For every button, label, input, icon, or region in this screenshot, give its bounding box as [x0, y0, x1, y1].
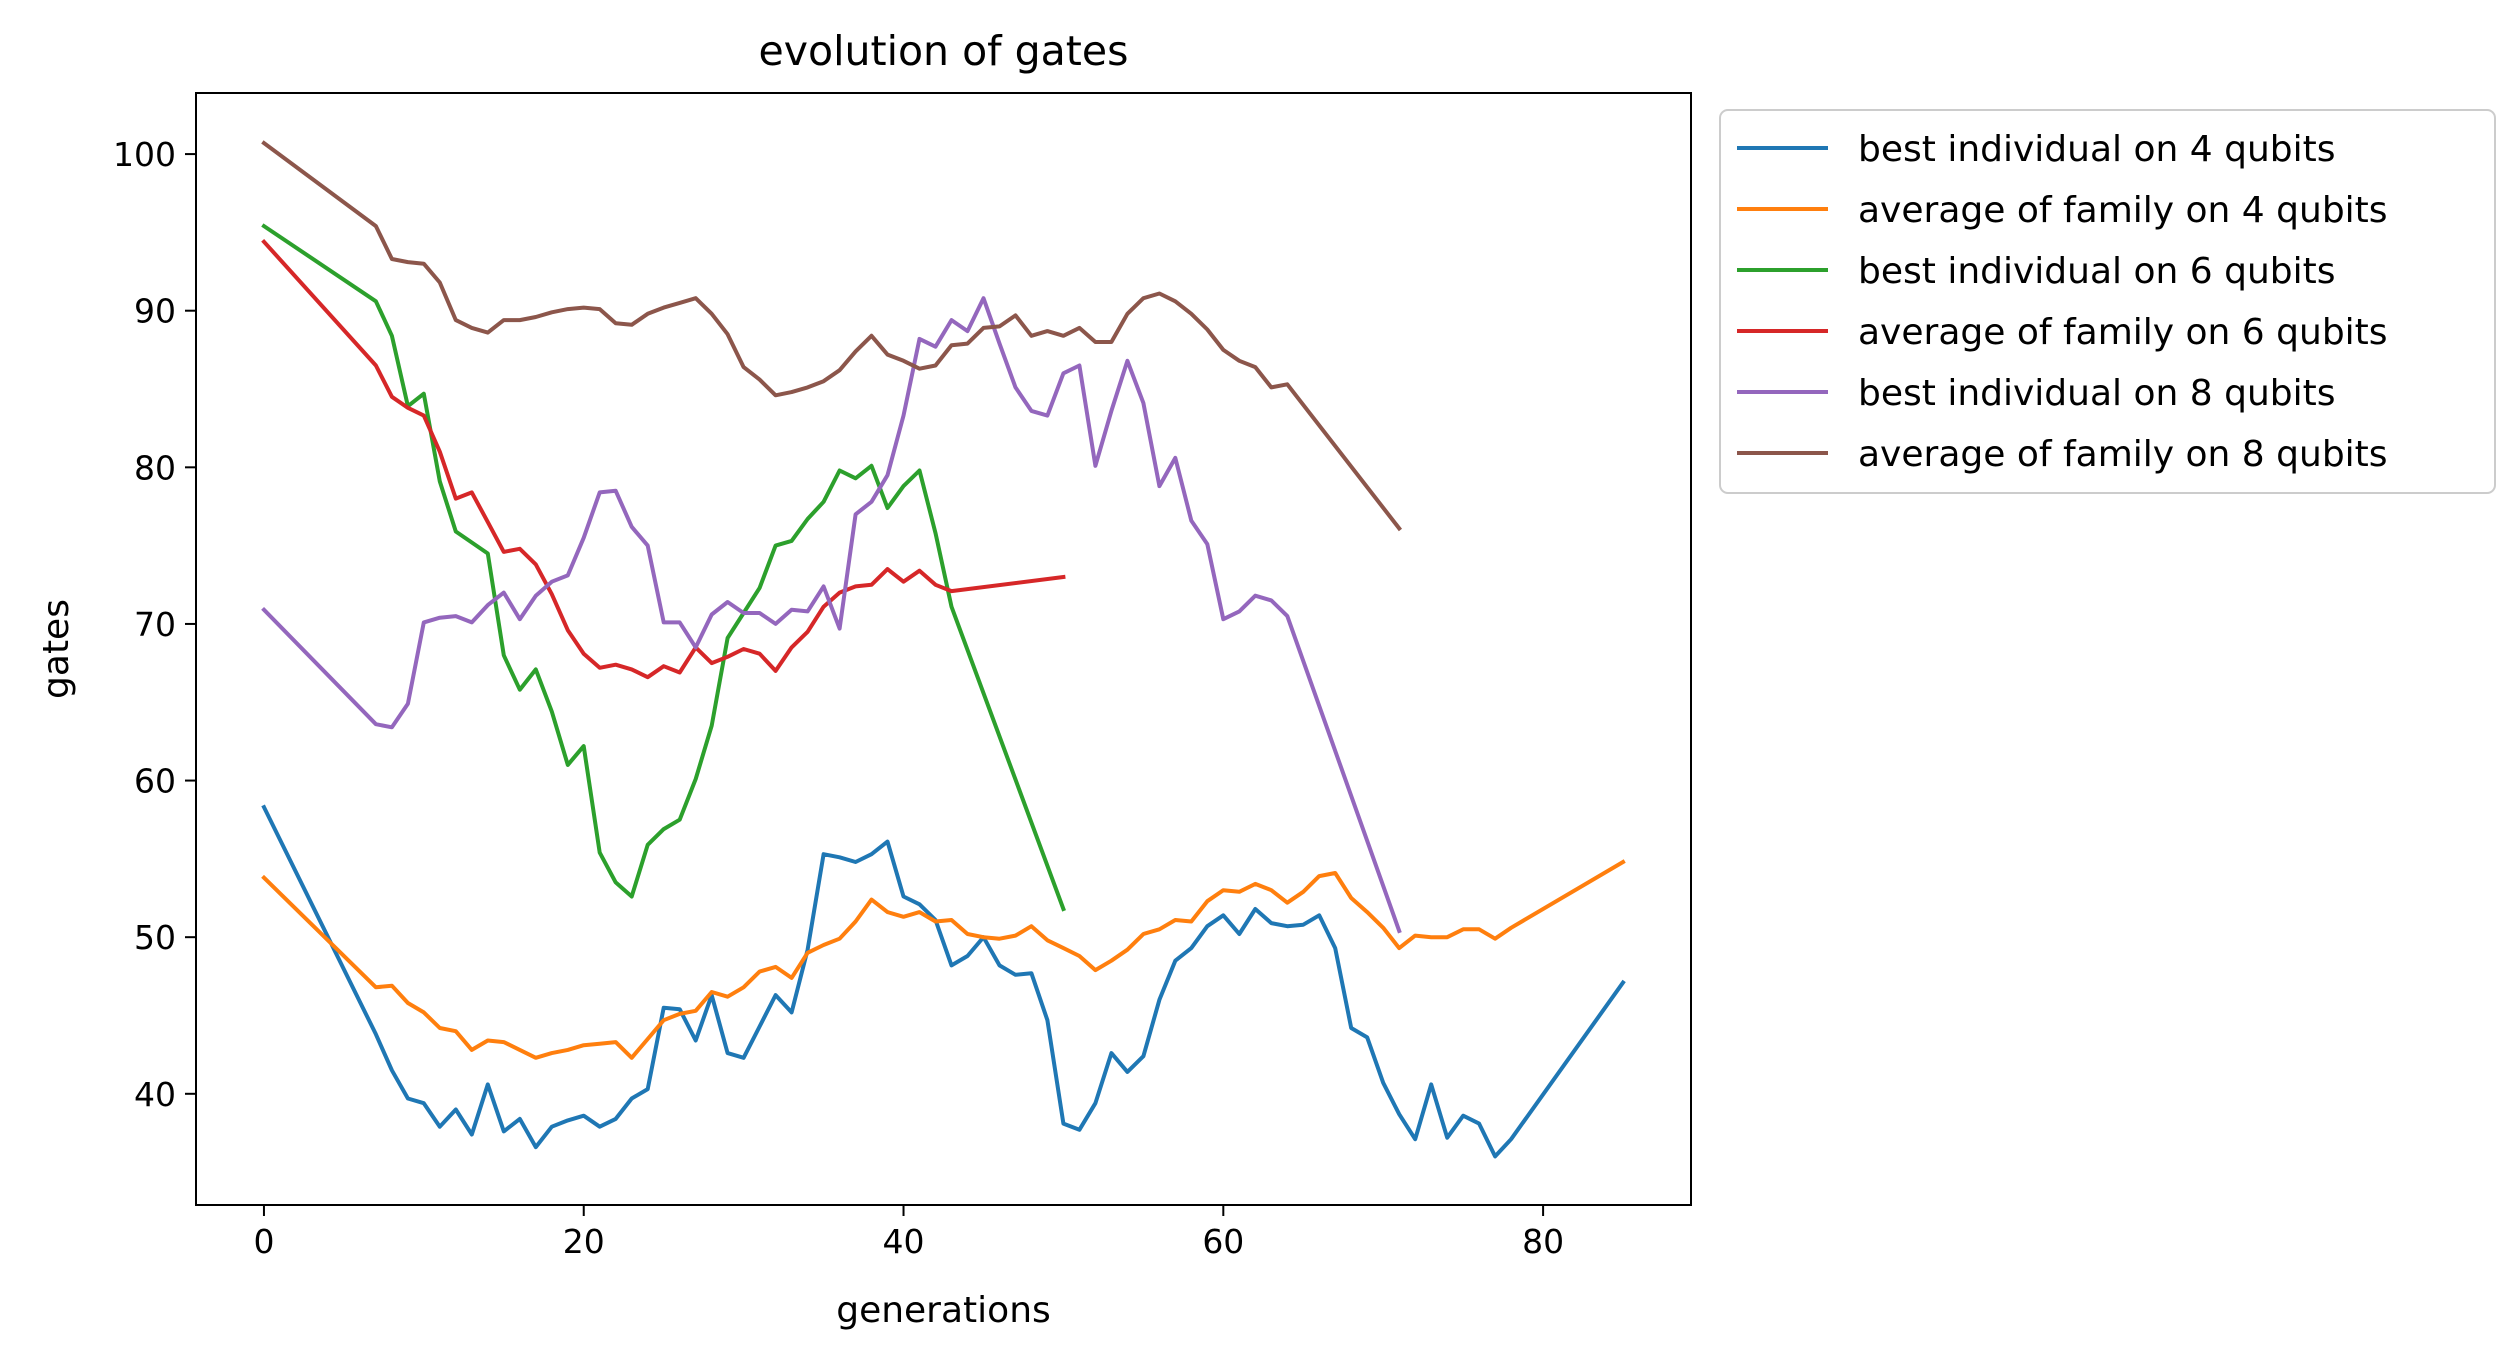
series-line-3: [261, 223, 1066, 912]
legend-label-1: best individual on 4 qubits: [1858, 129, 2336, 170]
series-line-4: [261, 238, 1066, 680]
x-tick-label: 60: [1202, 1222, 1244, 1261]
legend: best individual on 4 qubits average of fa…: [1719, 109, 2496, 494]
series-line-1: [261, 804, 1626, 1159]
y-axis-ticks: 40 50 60 70 80 90 100: [113, 135, 196, 1114]
y-tick-label: 50: [134, 918, 176, 957]
y-tick-label: 80: [134, 448, 176, 487]
legend-box: [1719, 109, 2496, 494]
x-tick-label: 80: [1522, 1222, 1564, 1261]
x-tick-label: 40: [883, 1222, 925, 1261]
x-axis-ticks: 0 20 40 60 80: [253, 1205, 1564, 1261]
legend-label-5: best individual on 8 qubits: [1858, 373, 2336, 414]
y-tick-label: 40: [134, 1075, 176, 1114]
legend-label-6: average of family on 8 qubits: [1858, 434, 2388, 475]
x-tick-label: 20: [563, 1222, 605, 1261]
y-tick-label: 100: [113, 135, 176, 174]
x-axis-label: generations: [836, 1290, 1051, 1331]
chart-title: evolution of gates: [759, 27, 1129, 75]
x-tick-label: 0: [253, 1222, 274, 1261]
y-tick-label: 70: [134, 605, 176, 644]
legend-label-2: average of family on 4 qubits: [1858, 190, 2388, 231]
plot-frame: [195, 92, 1692, 1206]
legend-label-4: average of family on 6 qubits: [1858, 312, 2388, 353]
plot-area: [196, 93, 1691, 1205]
series-line-2: [261, 859, 1626, 1060]
y-axis-label: gates: [36, 599, 77, 699]
series-line-6: [261, 140, 1403, 532]
y-tick-label: 90: [134, 292, 176, 331]
series-layer: [261, 140, 1626, 1159]
series-line-5: [261, 296, 1402, 934]
y-tick-label: 60: [134, 762, 176, 801]
legend-label-3: best individual on 6 qubits: [1858, 251, 2336, 292]
